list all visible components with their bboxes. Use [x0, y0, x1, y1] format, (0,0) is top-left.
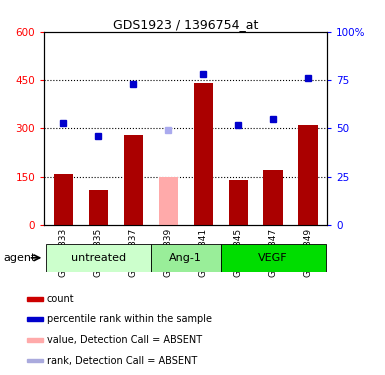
Text: VEGF: VEGF — [258, 253, 288, 263]
Title: GDS1923 / 1396754_at: GDS1923 / 1396754_at — [113, 18, 258, 31]
Bar — [27, 317, 43, 321]
Bar — [27, 358, 43, 362]
Bar — [298, 125, 318, 225]
Text: untreated: untreated — [71, 253, 126, 263]
Text: count: count — [47, 294, 74, 304]
Bar — [151, 244, 221, 272]
Bar — [221, 244, 325, 272]
Text: value, Detection Call = ABSENT: value, Detection Call = ABSENT — [47, 335, 202, 345]
Bar — [54, 174, 73, 225]
Text: agent: agent — [4, 253, 36, 263]
Bar — [89, 190, 108, 225]
Bar — [263, 170, 283, 225]
Bar — [159, 177, 178, 225]
Bar — [194, 83, 213, 225]
Bar — [124, 135, 143, 225]
Text: Ang-1: Ang-1 — [169, 253, 202, 263]
Text: rank, Detection Call = ABSENT: rank, Detection Call = ABSENT — [47, 356, 197, 366]
Bar — [27, 338, 43, 342]
Bar — [27, 297, 43, 300]
Text: percentile rank within the sample: percentile rank within the sample — [47, 314, 212, 324]
Bar — [229, 180, 248, 225]
Bar — [46, 244, 151, 272]
